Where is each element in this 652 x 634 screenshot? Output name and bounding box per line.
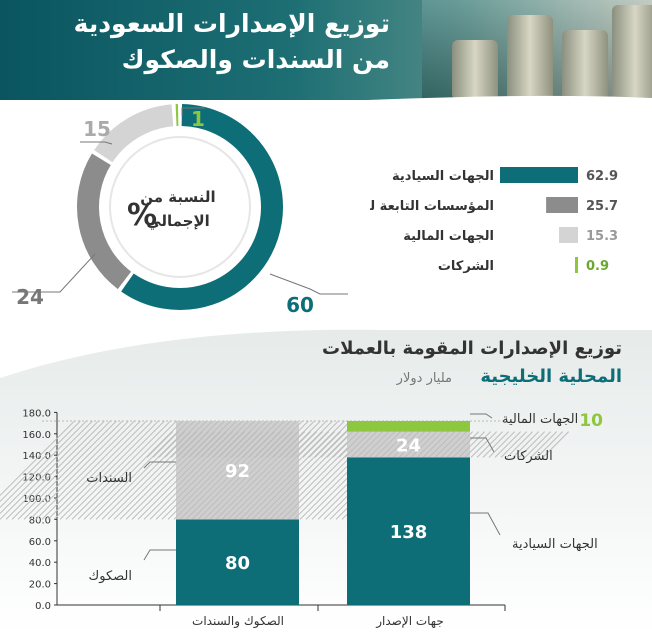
ytick-label: 60.0 [29,537,51,548]
right-series-label-companies: الشركات [504,449,553,464]
hbar-3 [575,257,578,273]
page-title-line1: توزيع الإصدارات السعودية [73,9,390,38]
donut-segment-60 [121,104,283,310]
ytick-label: 80.0 [29,515,51,526]
donut-label-1: 1 [191,107,205,131]
xaxis-label-bonds-sukuk: الصكوك والسندات [192,614,284,629]
right-series-label-financial: الجهات المالية [502,412,578,427]
donut-center-disc [109,136,251,278]
hbar-0 [500,167,578,183]
right-bar-segment-0 [347,457,470,605]
annotation-leader [470,437,495,453]
left-bar-segment-0 [176,519,299,605]
donut-segment-24 [77,153,132,290]
left-bar-value-0: 80 [225,553,250,574]
left-series-label-sukuk: الصكوك [89,569,132,584]
hbar-label-0: الجهات السيادية [392,169,494,184]
ytick-label: 160.0 [22,430,51,441]
donut-label-15: 15 [83,117,111,141]
donut-segment-15 [94,104,174,163]
stacked-bar-chart: 0.0 20.0 40.0 60.0 80.0 100.0 120.0 140.0 160.0 1… [0,408,603,629]
hbar-2 [559,227,578,243]
header-banner: توزيع الإصدارات السعودية من السندات والص… [0,0,652,100]
xaxis-label-issuers: جهات الإصدار [375,614,444,629]
left-series-label-bonds: السندات [86,471,132,486]
annotation-leader [143,461,176,469]
hbar-value-0: 62.9 [586,169,618,184]
right-series-value-financial: 10 [579,411,603,431]
donut-center-line2: الإجمالي [146,212,210,230]
hbar-chart: 62.9 الجهات السيادية 25.7 المؤسسات التابعة … [370,167,618,274]
donut-label-60: 60 [286,293,314,317]
ytick-label: 100.0 [22,494,51,505]
ytick-label: 20.0 [29,580,51,591]
right-bar-value-0: 138 [390,522,428,543]
ytick-label: 40.0 [29,558,51,569]
ytick-label: 180.0 [22,408,51,419]
unit-label: مليار دولار [396,371,452,386]
hbar-label-3: الشركات [438,259,494,274]
donut-chart: النسبة من الإجمالي % 60 24 15 1 [12,104,348,317]
donut-center-percent: % [127,198,157,233]
donut-center-line1: النسبة من [140,188,215,206]
hbar-label-2: الجهات المالية [403,229,494,244]
ytick-label: 140.0 [22,451,51,462]
ytick-label: 120.0 [22,473,51,484]
right-bar-value-1: 24 [396,436,421,457]
annotation-leader [470,413,493,419]
donut-leader-line [269,273,348,295]
page-title-line2: من السندات والصكوك [121,45,390,74]
hbar-label-1: المؤسسات التابعة للحكومة [370,199,494,214]
left-bar-value-1: 92 [225,461,250,482]
section2-title-line2: المحلية الخليجية [480,366,622,387]
donut-leader-line [80,141,113,145]
donut-label-24: 24 [16,285,44,309]
right-bar-segment-2 [347,420,470,432]
hbar-value-1: 25.7 [586,199,618,214]
hbar-1 [546,197,578,213]
page-title: توزيع الإصدارات السعودية من السندات والص… [10,6,390,78]
hbar-value-2: 15.3 [586,229,618,244]
donut-leader-line [181,107,205,116]
right-series-label-sovereign: الجهات السيادية [512,537,598,552]
coins-illustration [422,0,652,100]
annotation-leader [470,512,501,536]
annotation-leader [143,549,176,561]
section2-title-line1: توزيع الإصدارات المقومة بالعملات [322,338,622,359]
ytick-label: 0.0 [35,601,51,612]
hbar-value-3: 0.9 [586,259,609,274]
donut-leader-line [12,253,96,293]
